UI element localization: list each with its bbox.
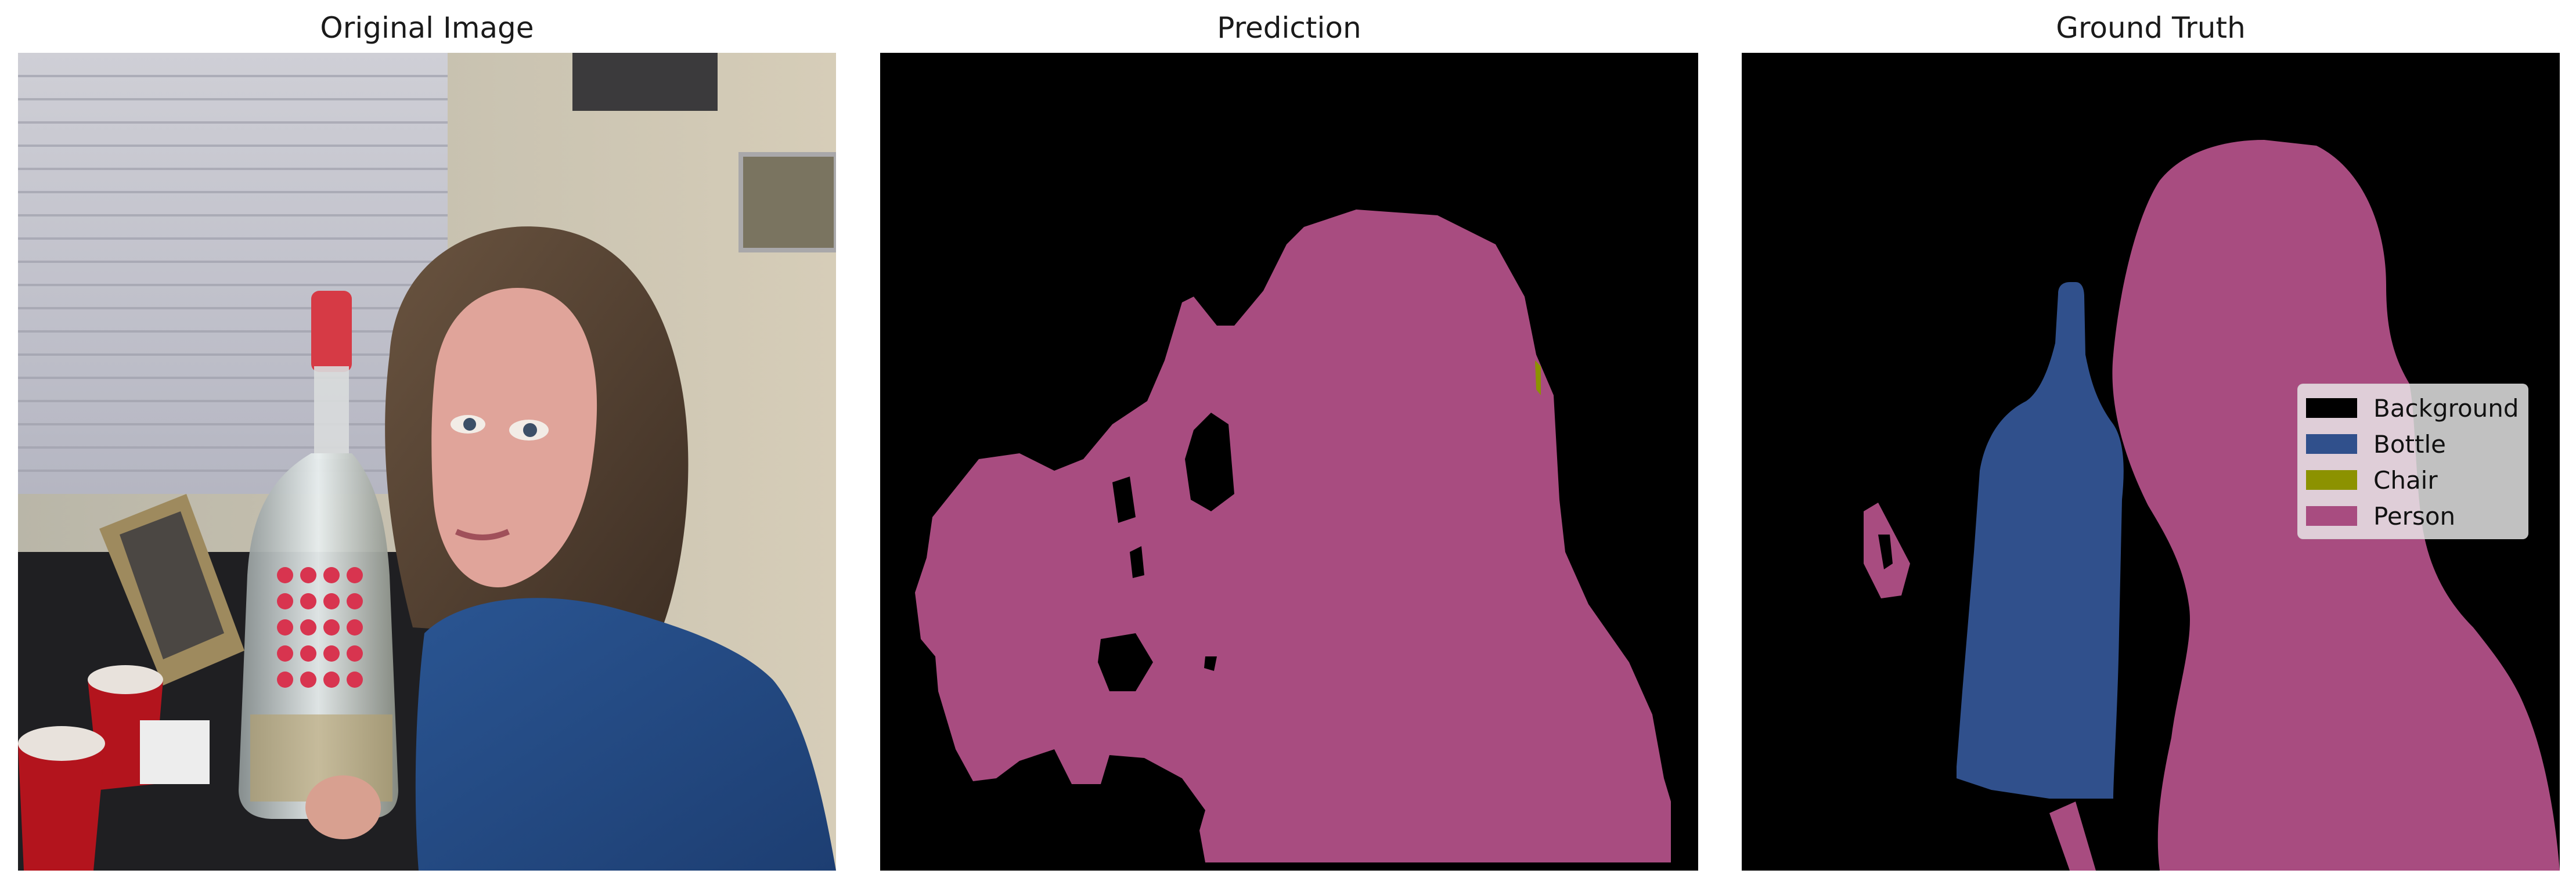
prediction-chair-sliver xyxy=(1535,360,1541,395)
original-image xyxy=(18,53,836,871)
panel-title-prediction: Prediction xyxy=(1217,11,1361,45)
bottle-neck xyxy=(314,366,349,459)
wall-photo-right xyxy=(738,152,836,252)
panel-title-ground-truth: Ground Truth xyxy=(2056,11,2246,45)
legend-label-background: Background xyxy=(2373,394,2519,423)
legend-swatch-bottle xyxy=(2306,434,2357,454)
legend-swatch-person xyxy=(2306,506,2357,526)
face xyxy=(431,288,597,587)
prediction-hole-2 xyxy=(1098,633,1153,691)
wall-photo-top xyxy=(572,53,718,111)
legend-item-person: Person xyxy=(2306,498,2528,534)
window-blinds xyxy=(18,53,448,494)
prediction-mask xyxy=(880,53,1698,871)
bottle-red-dots xyxy=(277,567,363,688)
legend-item-bottle: Bottle xyxy=(2306,426,2528,462)
legend-swatch-chair xyxy=(2306,470,2357,490)
prediction-hole-1 xyxy=(1185,413,1234,511)
legend-label-person: Person xyxy=(2373,501,2456,530)
legend-swatch-background xyxy=(2306,398,2357,418)
legend-item-chair: Chair xyxy=(2306,462,2528,498)
panel-title-original: Original Image xyxy=(320,11,534,45)
ground-truth-person-arm xyxy=(2049,802,2096,871)
bottle-cap xyxy=(311,291,352,372)
red-cup-2 xyxy=(18,743,105,871)
legend-label-bottle: Bottle xyxy=(2373,429,2446,459)
legend: Background Bottle Chair Person xyxy=(2297,384,2528,539)
hand xyxy=(305,775,381,839)
ground-truth-bottle xyxy=(1957,282,2124,799)
blue-shirt xyxy=(415,598,836,871)
prediction-hole-5 xyxy=(1130,546,1144,578)
legend-item-background: Background xyxy=(2306,390,2528,426)
small-box xyxy=(140,720,210,784)
prediction-hole-4 xyxy=(1204,656,1217,671)
prediction-hole-3 xyxy=(1112,477,1136,523)
blind-slats xyxy=(18,75,448,472)
prediction-person-region xyxy=(915,210,1671,862)
legend-label-chair: Chair xyxy=(2373,465,2438,494)
